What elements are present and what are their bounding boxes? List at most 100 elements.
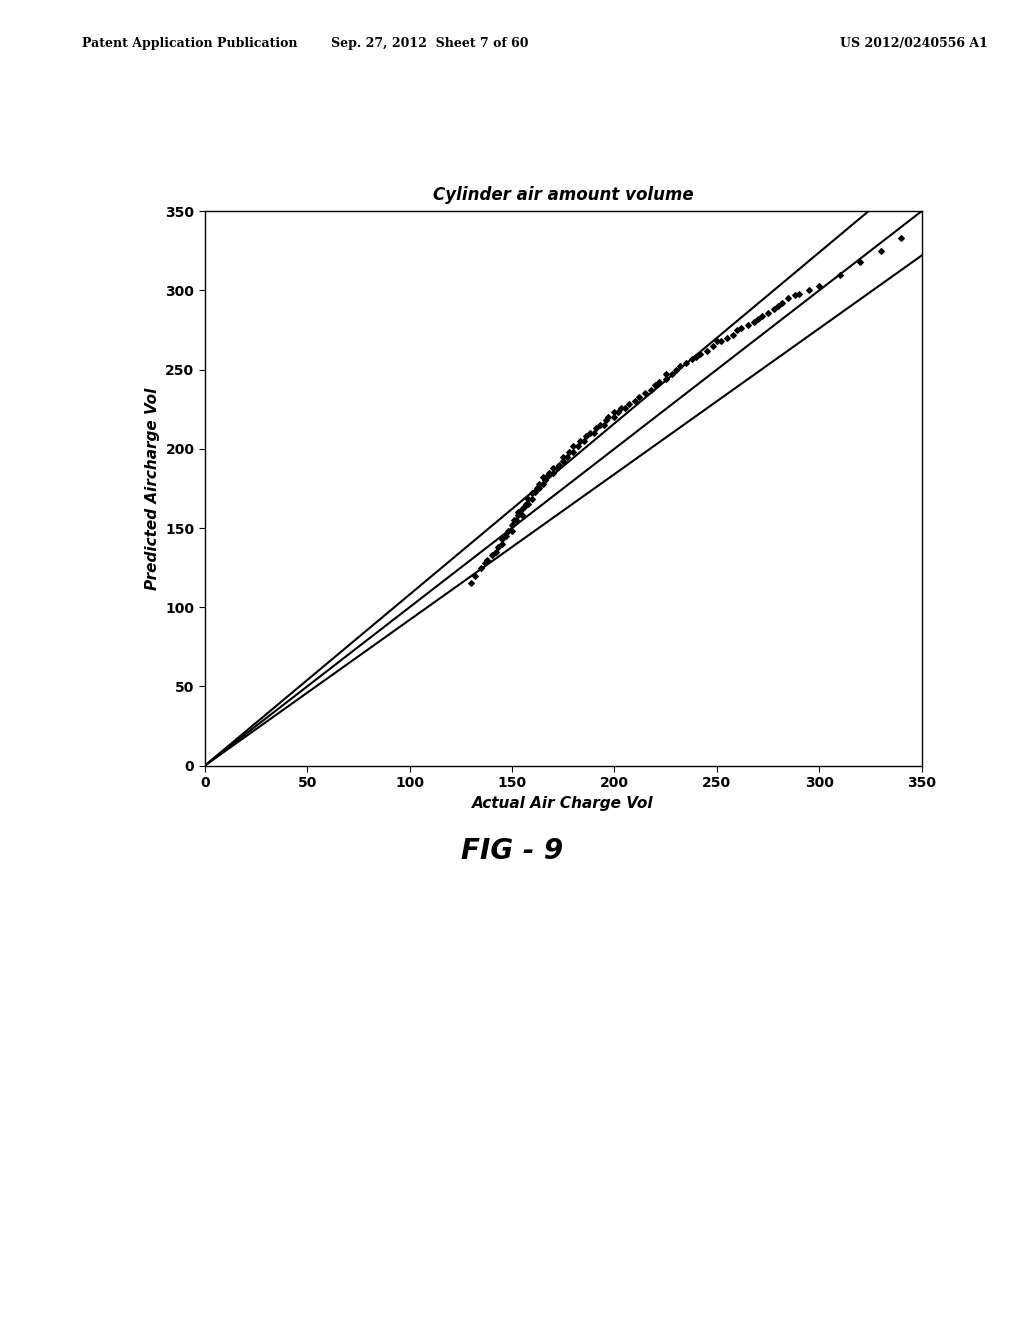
Point xyxy=(592,414,608,436)
Point xyxy=(551,454,567,475)
Point xyxy=(760,302,776,323)
Point xyxy=(643,380,659,401)
Point xyxy=(504,515,520,536)
Point xyxy=(549,457,565,478)
Point xyxy=(528,478,545,499)
Point xyxy=(500,520,516,541)
Point xyxy=(520,488,537,510)
Point xyxy=(514,499,530,520)
Point xyxy=(651,372,668,393)
Point xyxy=(565,441,582,462)
Point xyxy=(780,288,797,309)
Point xyxy=(463,573,479,594)
Point xyxy=(483,544,500,565)
Point xyxy=(582,422,598,444)
Point xyxy=(631,385,647,407)
Point xyxy=(467,565,483,586)
Point xyxy=(514,504,530,525)
Point xyxy=(606,401,623,422)
X-axis label: Actual Air Charge Vol: Actual Air Charge Vol xyxy=(472,796,654,810)
Point xyxy=(786,285,803,306)
Point xyxy=(578,425,594,446)
Point xyxy=(537,470,553,491)
Point xyxy=(616,397,633,418)
Point xyxy=(672,356,688,378)
Point xyxy=(530,473,547,494)
Point xyxy=(479,549,496,570)
Point xyxy=(713,330,729,351)
Point xyxy=(664,364,680,385)
Point xyxy=(506,510,522,531)
Point xyxy=(688,346,705,367)
Point xyxy=(494,533,510,554)
Point xyxy=(698,341,715,362)
Point xyxy=(647,375,664,396)
Point xyxy=(473,557,489,578)
Title: Cylinder air amount volume: Cylinder air amount volume xyxy=(433,186,693,205)
Point xyxy=(510,502,526,523)
Point xyxy=(725,325,741,346)
Point xyxy=(524,483,541,504)
Point xyxy=(555,451,571,473)
Point xyxy=(588,417,604,438)
Point xyxy=(705,335,721,356)
Point xyxy=(774,293,791,314)
Point xyxy=(719,327,735,348)
Point xyxy=(606,407,623,428)
Point xyxy=(598,409,614,430)
Point xyxy=(754,305,770,326)
Point xyxy=(561,441,578,462)
Point xyxy=(504,520,520,541)
Point xyxy=(621,393,637,414)
Point xyxy=(852,251,868,272)
Point xyxy=(510,504,526,525)
Point xyxy=(766,298,782,319)
Point xyxy=(637,383,653,404)
Point xyxy=(596,414,612,436)
Point xyxy=(489,536,506,557)
Point xyxy=(575,430,592,451)
Point xyxy=(729,319,745,341)
Text: Patent Application Publication: Patent Application Publication xyxy=(82,37,297,50)
Point xyxy=(770,296,786,317)
Point xyxy=(526,480,543,502)
Point xyxy=(745,312,762,333)
Point xyxy=(657,368,674,389)
Point xyxy=(494,528,510,549)
Point xyxy=(516,496,532,517)
Point xyxy=(893,227,909,248)
Point xyxy=(684,348,700,370)
Point xyxy=(487,541,504,562)
Point xyxy=(678,352,694,374)
Text: Sep. 27, 2012  Sheet 7 of 60: Sep. 27, 2012 Sheet 7 of 60 xyxy=(332,37,528,50)
Point xyxy=(518,494,535,515)
Point xyxy=(831,264,848,285)
Point xyxy=(541,462,557,483)
Point xyxy=(610,401,627,422)
Point xyxy=(612,397,629,418)
Point xyxy=(535,467,551,488)
Point xyxy=(791,282,807,304)
Y-axis label: Predicted Aircharge Vol: Predicted Aircharge Vol xyxy=(144,387,160,590)
Point xyxy=(692,343,709,364)
Point xyxy=(586,422,602,444)
Point xyxy=(545,457,561,478)
Text: US 2012/0240556 A1: US 2012/0240556 A1 xyxy=(840,37,987,50)
Point xyxy=(600,407,616,428)
Point xyxy=(571,430,588,451)
Point xyxy=(559,446,575,467)
Point xyxy=(477,552,494,573)
Point xyxy=(520,494,537,515)
Point xyxy=(535,473,551,494)
Point xyxy=(657,364,674,385)
Point xyxy=(811,275,827,296)
Point xyxy=(750,309,766,330)
Point xyxy=(565,436,582,457)
Point xyxy=(801,280,817,301)
Point xyxy=(709,330,725,351)
Point xyxy=(668,359,684,380)
Point xyxy=(555,446,571,467)
Point xyxy=(569,436,586,457)
Point xyxy=(530,478,547,499)
Point xyxy=(627,391,643,412)
